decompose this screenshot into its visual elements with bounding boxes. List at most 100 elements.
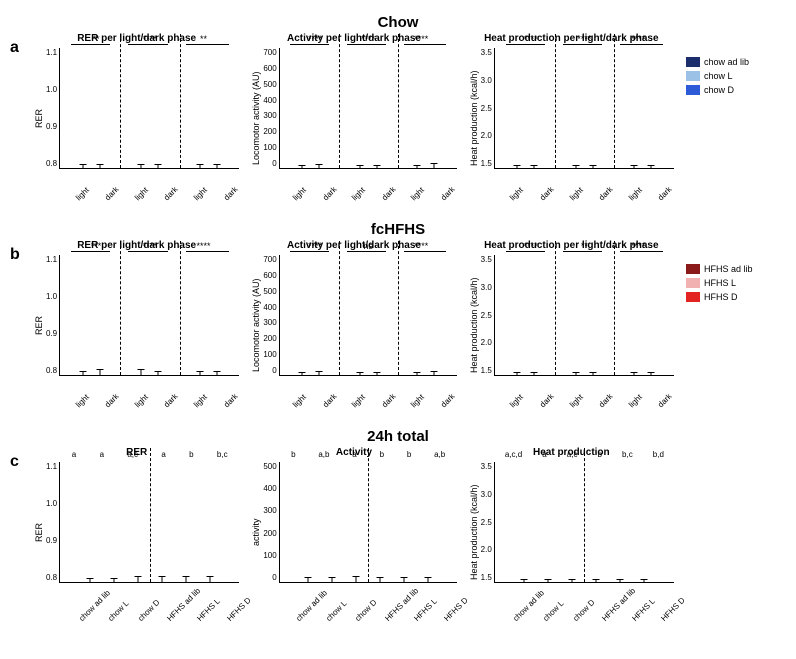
chart: Activityactivity5004003002001000ba,babba… (251, 447, 456, 641)
stat-letter: b (291, 450, 295, 459)
sig-label: ** (559, 241, 609, 251)
error-bar (82, 371, 83, 375)
y-axis: 7006005004003002001000 (263, 48, 276, 168)
ytick: 3.0 (481, 490, 492, 499)
legend-item: HFHS L (686, 278, 786, 288)
ytick: 400 (263, 96, 276, 105)
ytick: 0.9 (46, 122, 57, 131)
error-bar (428, 577, 429, 582)
legend-swatch (686, 71, 700, 81)
y-axis: 7006005004003002001000 (263, 255, 276, 375)
error-bar (137, 576, 138, 582)
separator-dash (120, 34, 121, 168)
ytick: 2.0 (481, 131, 492, 140)
error-bar (161, 576, 162, 582)
plot-area: aaa,cabb,c (59, 462, 239, 583)
sig-bracket (71, 251, 110, 252)
stat-letter: b (189, 450, 193, 459)
sig-bracket (186, 44, 229, 45)
error-bar (332, 577, 333, 582)
error-bar (308, 577, 309, 582)
stat-letter: b (598, 450, 602, 459)
error-bar (534, 372, 535, 375)
legend-item: chow D (686, 85, 786, 95)
x-axis: chow ad libchow Lchow DHFHS ad libHFHS L… (469, 594, 674, 603)
stat-letter: a (72, 450, 76, 459)
error-bar (517, 372, 518, 375)
error-bar (82, 164, 83, 168)
ytick: 500 (263, 287, 276, 296)
ytick: 1.0 (46, 499, 57, 508)
error-bar (404, 577, 405, 582)
stat-letter: a (352, 450, 356, 459)
stat-letter: a,b (318, 450, 329, 459)
separator-dash (555, 34, 556, 168)
error-bar (592, 372, 593, 375)
sig-bracket (290, 44, 329, 45)
ytick: 600 (263, 64, 276, 73)
ytick: 3.5 (481, 48, 492, 57)
sig-label: **** (396, 34, 446, 44)
legend: HFHS ad libHFHS LHFHS D (680, 240, 786, 420)
sig-bracket (404, 44, 446, 45)
legend: chow ad lib chow L chow D (680, 33, 786, 213)
sig-bracket (506, 251, 545, 252)
plot-area: ************ (279, 48, 457, 169)
y-axis: 5004003002001000 (263, 462, 276, 582)
ytick: 1.0 (46, 292, 57, 301)
error-bar (651, 372, 652, 375)
error-bar (634, 372, 635, 375)
sig-bracket (404, 251, 446, 252)
x-axis: lightdarklightdarklightdark (469, 180, 674, 189)
error-bar (158, 371, 159, 375)
error-bar (575, 372, 576, 375)
sig-label: ** (71, 34, 121, 44)
legend-item: chow ad lib (686, 57, 786, 67)
sig-label: **** (613, 34, 663, 44)
chart: RER per light/dark phaseRER1.11.00.90.8*… (34, 33, 239, 213)
ytick: 600 (263, 271, 276, 280)
sig-bracket (620, 44, 663, 45)
legend-item: chow L (686, 71, 786, 81)
error-bar (434, 371, 435, 375)
ytick: 0.8 (46, 573, 57, 582)
plot-area: a,c,daa,cbb,cb,d (494, 462, 674, 583)
y-axis: 3.53.02.52.01.5 (481, 462, 492, 582)
y-axis-label: activity (251, 472, 261, 592)
sig-bracket (71, 44, 110, 45)
stat-letter: a (161, 450, 165, 459)
x-axis: lightdarklightdarklightdark (34, 387, 239, 396)
separator-dash (614, 241, 615, 375)
error-bar (592, 165, 593, 168)
error-bar (302, 165, 303, 168)
ytick: 0 (263, 159, 276, 168)
chart: Activity per light/dark phaseLocomotor a… (251, 240, 456, 420)
ytick: 200 (263, 529, 276, 538)
legend-item: HFHS D (686, 292, 786, 302)
ytick: 300 (263, 111, 276, 120)
legend-label: chow ad lib (704, 57, 749, 67)
sig-label: ** (178, 34, 228, 44)
y-axis-label: RER (34, 265, 44, 385)
legend-swatch (686, 278, 700, 288)
legend-swatch (686, 264, 700, 274)
ytick: 500 (263, 462, 276, 471)
sig-label: **** (125, 241, 175, 251)
error-bar (417, 165, 418, 168)
error-bar (596, 579, 597, 582)
plot-area: ba,babba,b (279, 462, 457, 583)
panel-row: cRERRER1.11.00.90.8aaa,cabb,cchow ad lib… (10, 447, 786, 641)
error-bar (113, 578, 114, 582)
stat-letter: a,c (127, 450, 138, 459)
stat-letter: a,c,d (505, 450, 522, 459)
sig-bracket (506, 44, 545, 45)
y-axis-label: Heat production (kcal/h) (469, 58, 479, 178)
ytick: 0.9 (46, 536, 57, 545)
x-axis: chow ad libchow Lchow DHFHS ad libHFHS L… (251, 594, 456, 603)
ytick: 1.1 (46, 255, 57, 264)
panel-letter: c (10, 453, 28, 641)
ytick: 300 (263, 506, 276, 515)
error-bar (620, 579, 621, 582)
plot-area: ************ (494, 48, 674, 169)
error-bar (434, 163, 435, 168)
